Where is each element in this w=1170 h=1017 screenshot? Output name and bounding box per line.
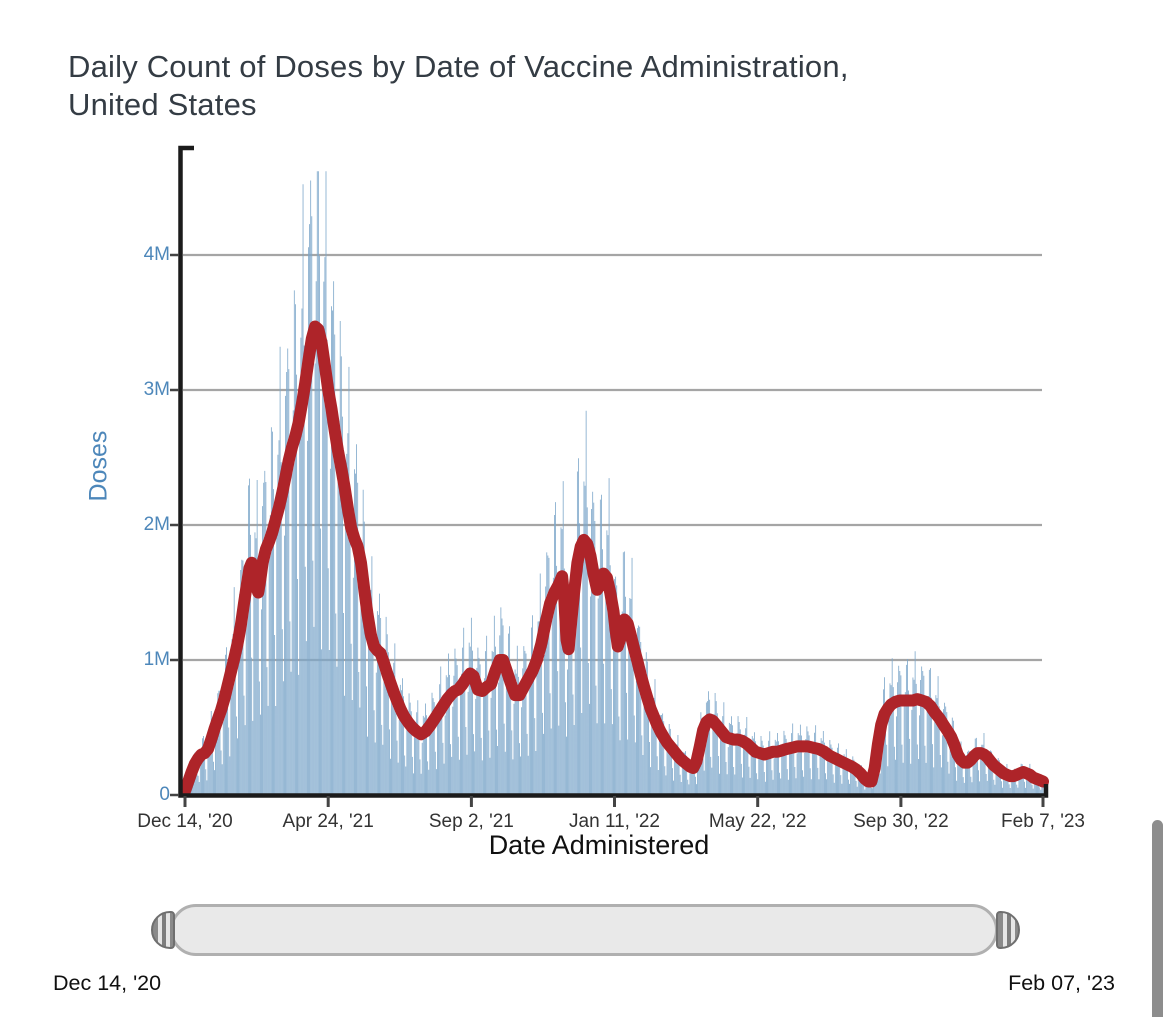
range-start-label: Dec 14, '20 <box>53 971 162 995</box>
axes <box>178 145 1049 798</box>
date-range-slider-track[interactable] <box>170 904 998 956</box>
range-end-label: Feb 07, '23 <box>1008 971 1115 995</box>
x-axis-title: Date Administered <box>488 830 710 860</box>
chart-title-line1: Daily Count of Doses by Date of Vaccine … <box>68 49 849 84</box>
y-tick-label: 3M <box>143 379 170 400</box>
x-axis-ticks <box>183 796 1045 807</box>
x-tick-label: Apr 24, '21 <box>282 811 374 832</box>
x-tick-label: Dec 14, '20 <box>137 811 233 832</box>
seven-day-average-line[interactable] <box>179 320 1049 797</box>
y-axis-title: Doses <box>84 430 113 502</box>
y-tick-label: 0 <box>159 784 170 805</box>
y-tick-label: 2M <box>143 514 170 535</box>
x-tick-label: Sep 30, '22 <box>853 811 949 832</box>
y-tick-label: 1M <box>143 649 170 670</box>
x-tick-label: Jan 11, '22 <box>569 811 661 832</box>
x-tick-label: Feb 7, '23 <box>1001 811 1085 832</box>
y-tick-label: 4M <box>143 244 170 265</box>
y-axis-ticks <box>170 253 179 797</box>
chart-title: Daily Count of Doses by Date of Vaccine … <box>68 48 849 124</box>
chart-title-line2: United States <box>68 87 257 122</box>
x-tick-label: May 22, '22 <box>708 811 807 832</box>
x-tick-label: Sep 2, '21 <box>428 811 514 832</box>
slider-left-handle[interactable] <box>151 911 175 949</box>
scrollbar-thumb[interactable] <box>1152 820 1163 1017</box>
